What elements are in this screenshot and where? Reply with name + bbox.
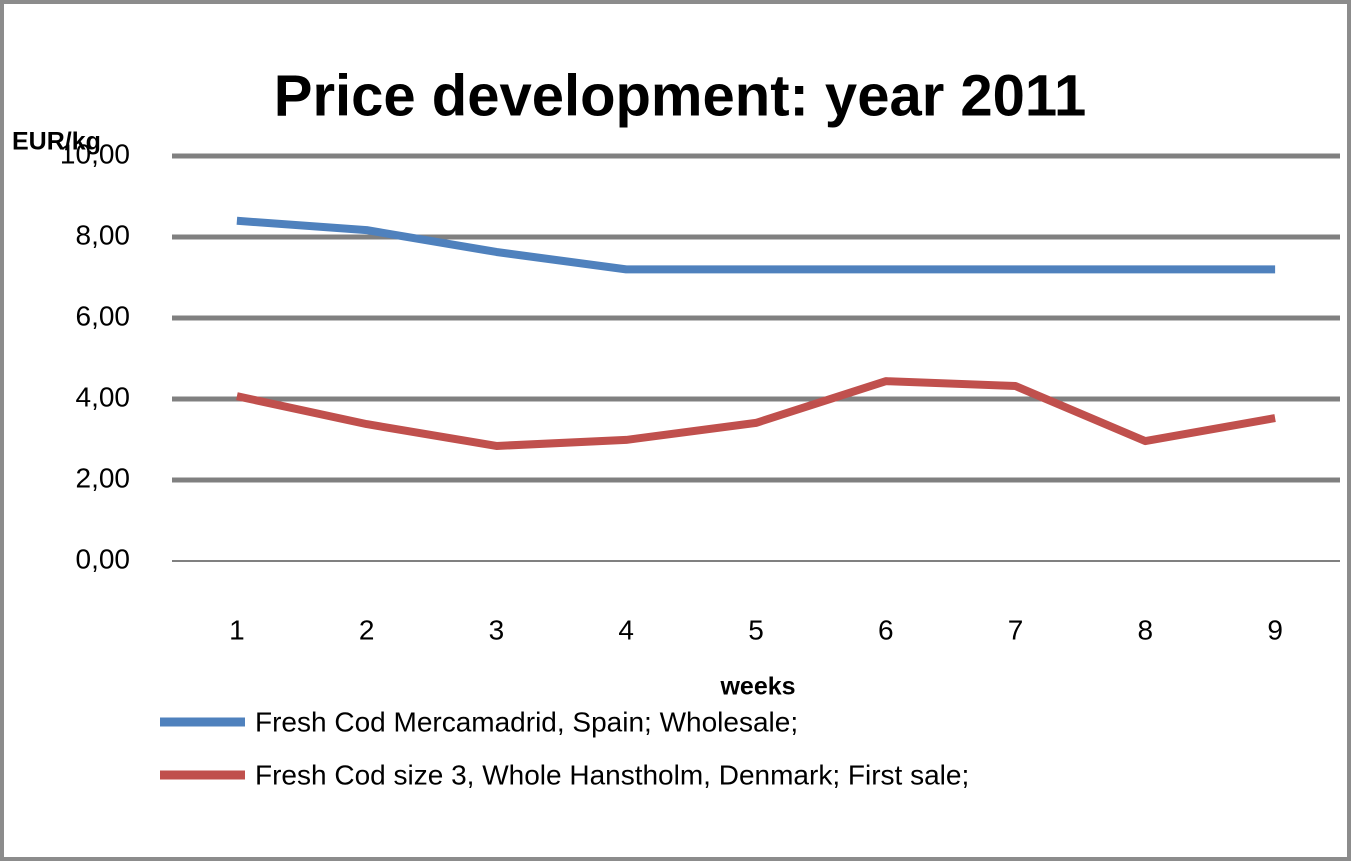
series-line — [236, 216, 1276, 274]
legend-label: Fresh Cod Mercamadrid, Spain; Wholesale; — [255, 706, 798, 737]
y-tick-label: 0,00 — [76, 543, 131, 574]
y-tick-label: 10,00 — [60, 138, 130, 169]
x-tick-label: 9 — [1267, 614, 1283, 645]
x-tick-label: 4 — [618, 614, 634, 645]
y-tick-label: 4,00 — [76, 381, 131, 412]
x-axis-label: weeks — [719, 673, 795, 701]
x-tick-label: 2 — [359, 614, 375, 645]
x-tick-label: 5 — [748, 614, 764, 645]
series-line — [236, 377, 1276, 450]
x-tick-label: 1 — [229, 614, 245, 645]
y-tick-label: 8,00 — [76, 219, 131, 250]
y-tick-label: 2,00 — [76, 462, 131, 493]
x-tick-label: 3 — [489, 614, 505, 645]
chart-title: Price development: year 2011 — [274, 63, 1086, 128]
x-tick-label: 6 — [878, 614, 894, 645]
legend-label: Fresh Cod size 3, Whole Hanstholm, Denma… — [255, 759, 969, 790]
y-tick-label: 6,00 — [76, 300, 131, 331]
y-axis-label: EUR/kg — [12, 128, 101, 156]
x-tick-label: 7 — [1008, 614, 1024, 645]
x-tick-label: 8 — [1138, 614, 1154, 645]
